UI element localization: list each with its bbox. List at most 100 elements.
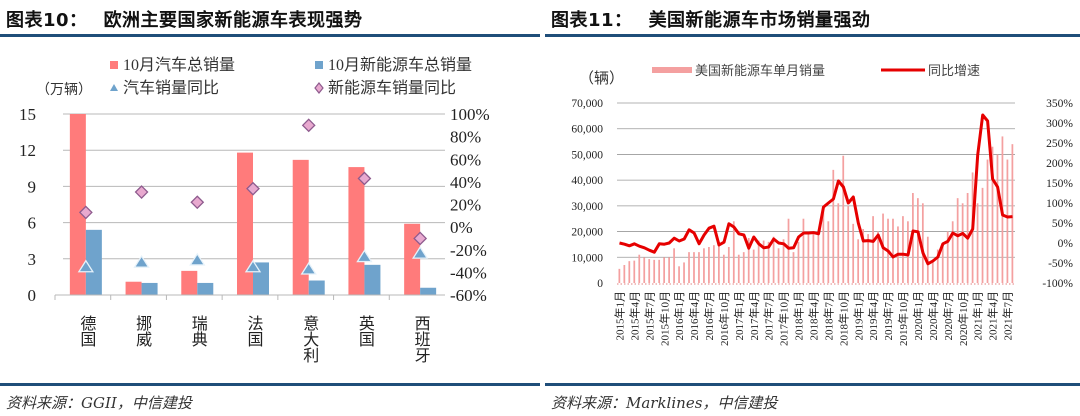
- monthly-sales-bar: [703, 248, 705, 283]
- legend-label: 汽车销量同比: [123, 79, 219, 97]
- monthly-sales-bar: [747, 238, 750, 283]
- monthly-sales-bar: [931, 259, 934, 283]
- monthly-sales-bar: [842, 155, 845, 283]
- nev-sales-bar: [308, 280, 325, 295]
- x-tick-label: 2015年1月: [612, 291, 626, 341]
- monthly-sales-bar: [708, 247, 710, 283]
- nev-sales-bar: [364, 264, 381, 295]
- x-tick-label: 2016年1月: [672, 291, 686, 341]
- x-tick-label: 2015年4月: [627, 291, 641, 341]
- left-figure-panel: 图表10： 欧洲主要国家新能源车表现强势 10月汽车总销量 10月新能源车总销量汽车…: [0, 6, 540, 412]
- right-title-rule: [545, 34, 1080, 37]
- monthly-sales-bar: [936, 249, 939, 283]
- y-tick-label: 30,000: [571, 201, 603, 213]
- y-tick-label: 0: [597, 278, 603, 290]
- legend-label: 新能源车销量同比: [328, 79, 456, 97]
- y2-tick-label: -40%: [450, 263, 487, 282]
- nev-yoy-marker: [246, 181, 260, 196]
- nev-yoy-marker: [190, 195, 205, 210]
- legend-label: 10月汽车总销量: [123, 56, 235, 74]
- car-yoy-marker: [189, 252, 206, 266]
- y-tick-label: 50,000: [571, 149, 603, 161]
- monthly-sales-bar: [981, 187, 984, 283]
- x-tick-label: 2020年1月: [911, 291, 925, 341]
- legend-nev-sales: 10月新能源车总销量: [315, 56, 472, 74]
- monthly-sales-bar: [638, 254, 641, 283]
- y-tick-label: 40,000: [571, 175, 603, 187]
- monthly-sales-bar: [757, 240, 760, 283]
- monthly-sales-bar: [956, 198, 959, 283]
- x-tick-label: 2016年4月: [687, 291, 701, 341]
- x-tick-label: 2018年10月: [836, 291, 850, 346]
- total-sales-bar: [404, 223, 421, 295]
- legend-yoy-growth: 同比增速: [928, 63, 980, 78]
- nev-sales-bar: [85, 229, 102, 295]
- monthly-sales-bar: [996, 154, 999, 283]
- x-tick-label: 2017年4月: [747, 291, 761, 341]
- monthly-sales-bar: [678, 266, 680, 283]
- x-category-label: 西班牙: [412, 315, 431, 364]
- monthly-sales-bar: [673, 248, 675, 283]
- monthly-sales-bar: [867, 234, 869, 283]
- monthly-sales-bar: [892, 218, 894, 283]
- monthly-sales-bar: [852, 223, 855, 283]
- y-tick-label: 60,000: [571, 124, 603, 136]
- left-figure-title-text: 欧洲主要国家新能源车表现强势: [103, 10, 363, 31]
- x-tick-label: 2018年7月: [821, 291, 835, 341]
- monthly-sales-bar: [713, 245, 715, 283]
- y2-tick-label: 40%: [450, 173, 481, 192]
- x-tick-label: 2019年4月: [866, 291, 880, 341]
- car-yoy-marker: [300, 261, 317, 275]
- monthly-sales-bar: [941, 244, 944, 283]
- monthly-sales-bar: [777, 248, 780, 283]
- legend-bar-swatch-icon: [652, 67, 692, 73]
- monthly-sales-bar: [658, 259, 661, 283]
- y2-tick-label: 20%: [450, 196, 481, 215]
- legend-monthly-sales: 美国新能源车单月销量: [695, 63, 825, 78]
- legend-label: 10月新能源车总销量: [328, 56, 472, 74]
- y2-tick-label: 350%: [1046, 98, 1073, 110]
- right-figure-title: 图表11： 美国新能源车市场销量强劲: [551, 6, 871, 32]
- x-tick-label: 2018年4月: [807, 291, 821, 341]
- monthly-sales-bar: [827, 221, 830, 283]
- monthly-sales-bar: [916, 198, 919, 283]
- y2-tick-label: -50%: [1048, 258, 1073, 270]
- right-figure-panel: 图表11： 美国新能源车市场销量强劲 美国新能源车单月销量 同比增速 （辆） 0 10,0…: [545, 0, 1080, 416]
- y-tick-label: 3: [28, 250, 37, 269]
- monthly-sales-bar: [623, 265, 626, 283]
- y2-tick-label: 100%: [1046, 198, 1073, 210]
- left-figure-title: 图表10： 欧洲主要国家新能源车表现强势: [6, 6, 363, 32]
- yoy-growth-line: [619, 113, 1013, 266]
- left-source-rule: [0, 383, 540, 386]
- nev-yoy-marker: [78, 205, 93, 220]
- monthly-sales-bar: [797, 241, 800, 283]
- monthly-sales-bar: [847, 205, 850, 283]
- monthly-sales-bar: [902, 216, 904, 283]
- y2-tick-label: 200%: [1046, 158, 1073, 170]
- monthly-sales-bar: [633, 260, 636, 283]
- nev-yoy-marker: [413, 231, 428, 246]
- x-category-label: 意大利: [300, 314, 319, 363]
- y2-tick-label: -60%: [450, 286, 487, 305]
- total-sales-bar: [292, 159, 309, 295]
- nev-sales-bar: [420, 287, 437, 295]
- monthly-sales-bar: [857, 239, 860, 283]
- x-tick-label: 2016年7月: [702, 291, 716, 341]
- total-sales-bar: [125, 281, 142, 295]
- y-axis-unit-label: （辆）: [579, 70, 624, 87]
- monthly-sales-bar: [767, 241, 770, 283]
- y-axis-unit-label: （万辆）: [36, 82, 92, 98]
- monthly-sales-bars: [618, 136, 1014, 283]
- monthly-sales-bar: [648, 259, 651, 283]
- monthly-sales-bar: [792, 252, 795, 283]
- monthly-sales-bar: [991, 146, 994, 283]
- monthly-sales-bar: [762, 240, 765, 283]
- x-tick-label: 2020年4月: [926, 291, 940, 341]
- monthly-sales-bar: [727, 247, 730, 283]
- category-group: [348, 167, 381, 295]
- us-nev-chart: 美国新能源车单月销量 同比增速 （辆） 0 10,000 20,000 30,000 40,0…: [571, 63, 1073, 346]
- x-category-label: 德国: [77, 315, 96, 347]
- y2-tick-label: 100%: [450, 105, 490, 124]
- monthly-sales-bar: [698, 252, 700, 283]
